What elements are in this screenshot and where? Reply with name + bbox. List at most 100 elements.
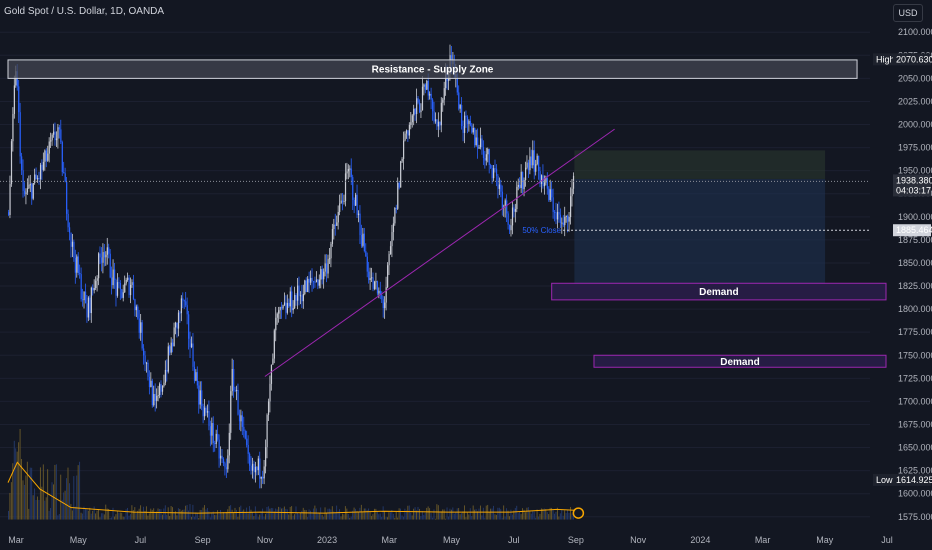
price-tick-label: 1700.000 xyxy=(898,396,932,406)
volume-bar xyxy=(359,507,361,520)
currency-button[interactable]: USD xyxy=(893,4,923,22)
volume-bar xyxy=(90,513,92,520)
candle-body xyxy=(401,158,403,162)
volume-bar xyxy=(525,512,526,520)
position-tool[interactable] xyxy=(574,150,826,285)
candle-body xyxy=(164,369,167,383)
volume-bar xyxy=(25,475,27,520)
volume-bar xyxy=(491,508,493,520)
candle-body xyxy=(64,173,66,182)
candle-body xyxy=(539,171,541,184)
candle-body xyxy=(87,297,90,318)
volume-bar xyxy=(565,512,567,520)
volume-bar xyxy=(339,509,341,520)
candle-body xyxy=(468,121,470,124)
drawings[interactable]: Resistance - Supply Zone Demand Demand 50% … xyxy=(0,59,887,519)
candle-body xyxy=(47,153,49,161)
candle-body xyxy=(48,141,50,154)
volume-bar xyxy=(327,508,329,520)
candle-body xyxy=(498,184,501,189)
volume-bar xyxy=(224,513,226,520)
candle-body xyxy=(250,465,252,471)
candle-body xyxy=(141,322,143,349)
candle-body xyxy=(353,199,355,206)
volume-bar xyxy=(433,509,435,520)
price-axis[interactable]: 2100.0002075.0002050.0002025.0002000.000… xyxy=(873,27,932,522)
volume-bar xyxy=(514,508,516,520)
volume-bar xyxy=(206,507,208,520)
time-tick-label: Nov xyxy=(630,535,647,545)
candle-body xyxy=(474,127,476,145)
candle-body xyxy=(357,213,360,215)
volume-bar xyxy=(507,510,509,520)
candle-body xyxy=(35,174,37,180)
volume-bar xyxy=(47,469,49,520)
candle-body xyxy=(241,415,244,427)
volume-bar xyxy=(321,514,323,520)
candle-body xyxy=(561,222,563,224)
time-tick-label: Jul xyxy=(135,535,147,545)
candle-body xyxy=(190,343,193,348)
volume-bar xyxy=(12,463,14,520)
candle-body xyxy=(269,383,271,402)
high-value-tag xyxy=(893,53,931,66)
volume-bar xyxy=(60,474,62,520)
candle-body xyxy=(125,279,127,284)
candle-body xyxy=(484,157,486,161)
candle-body xyxy=(326,263,328,274)
candle-body xyxy=(29,184,31,186)
candle-body xyxy=(225,467,228,470)
volume-bar xyxy=(388,512,390,520)
candle-body xyxy=(159,384,161,395)
candle-body xyxy=(179,312,181,314)
volume-bar xyxy=(494,514,496,520)
candle-body xyxy=(423,84,425,87)
candle-body xyxy=(93,288,95,291)
candle-body xyxy=(429,93,431,96)
candle-body xyxy=(247,444,249,454)
volume-bar xyxy=(469,508,471,520)
candle-body xyxy=(328,258,331,260)
volume-bar xyxy=(446,507,448,520)
volume-bar xyxy=(251,512,253,520)
time-axis[interactable]: Mar May Jul Sep Nov 2023 Mar May Jul Sep Nov 2024 Ma… xyxy=(8,535,893,545)
volume-bar xyxy=(286,509,288,520)
trendline xyxy=(264,128,615,377)
candle-body xyxy=(397,182,399,209)
volume-bar xyxy=(527,507,529,520)
candle-body xyxy=(291,291,293,311)
candle-body xyxy=(9,184,11,216)
candle-body xyxy=(108,247,110,254)
candle-body xyxy=(548,188,550,200)
volume-bar xyxy=(124,516,126,520)
volume-bar xyxy=(520,514,522,520)
candle-body xyxy=(562,222,564,226)
candle-body xyxy=(315,279,318,283)
volume-bar xyxy=(546,512,548,520)
volume-bar xyxy=(448,516,449,520)
volume-bar xyxy=(57,515,59,520)
volume-bar xyxy=(567,509,569,520)
volume-bar xyxy=(198,518,200,520)
volume-bar xyxy=(391,510,393,520)
candle-body xyxy=(323,271,325,280)
volume-bar xyxy=(23,484,25,520)
volume-bar xyxy=(511,514,513,520)
volume-bar xyxy=(337,511,339,520)
candle-body xyxy=(128,277,130,296)
volume-bar xyxy=(311,513,313,520)
volume-bar xyxy=(500,509,502,520)
volume-bar xyxy=(529,511,531,520)
volume-bar xyxy=(312,508,314,520)
volume-bar xyxy=(35,500,37,520)
time-tick-label: Jul xyxy=(881,535,893,545)
volume-bar xyxy=(401,515,403,520)
candle-body xyxy=(157,394,159,396)
candle-body xyxy=(273,330,275,359)
price-tick-label: 1825.000 xyxy=(898,281,932,291)
volume-bar xyxy=(498,507,500,520)
candle-body xyxy=(443,88,445,100)
candle-body xyxy=(208,411,210,427)
time-tick-label: Sep xyxy=(195,535,211,545)
